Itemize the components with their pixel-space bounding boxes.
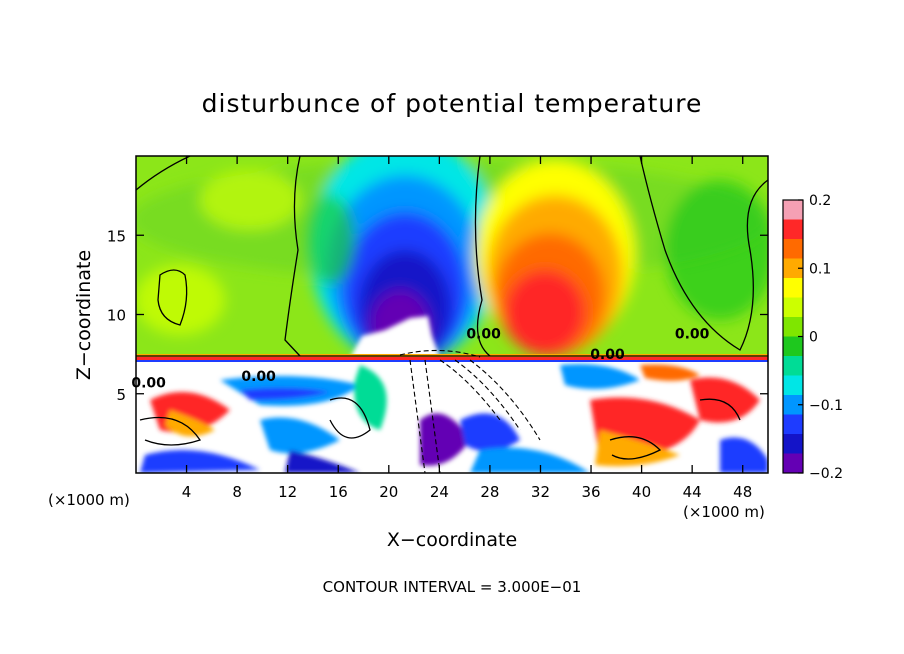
colorbar-segment (783, 375, 803, 396)
colorbar: 0.2 0.1 0 −0.1 −0.2 (782, 193, 843, 482)
x-tick-label: 20 (379, 483, 398, 501)
zero-contour-island (157, 269, 188, 326)
contour-interval-note: CONTOUR INTERVAL = 3.000E−01 (323, 578, 582, 596)
colorbar-segment (783, 297, 803, 318)
interface-band (136, 357, 768, 360)
dashed-contour-c (439, 359, 501, 421)
colorbar-segment (783, 200, 803, 220)
dashed-contour-d (454, 359, 521, 431)
colorbar-segment (783, 434, 803, 454)
zero-contour-left (284, 156, 301, 357)
colorbar-segment (783, 356, 803, 376)
dashed-contour-a (409, 359, 426, 473)
x-tick-label: 48 (733, 483, 752, 501)
colorbar-segment (783, 414, 803, 435)
x-tick-label: 36 (581, 483, 600, 501)
x-tick-label: 28 (480, 483, 499, 501)
y-axis: 5 10 15 (107, 227, 768, 404)
zero-contour-mid (474, 156, 491, 357)
y-tick-label: 5 (116, 386, 126, 404)
colorbar-tick-label: 0 (809, 330, 818, 346)
lower-contour-d (699, 398, 741, 421)
colorbar-tick-label: 0.1 (809, 261, 831, 277)
colorbar-segment (783, 219, 803, 240)
dashed-contour-b (424, 359, 441, 473)
x-unit-right: (×1000 m) (683, 503, 765, 521)
plot-area (136, 156, 768, 473)
y-tick-label: 10 (107, 307, 126, 325)
x-tick-label: 16 (329, 483, 348, 501)
x-tick-label: 8 (232, 483, 242, 501)
x-tick-label: 4 (182, 483, 192, 501)
colorbar-segment (783, 317, 803, 337)
colorbar-tick-label: −0.1 (809, 398, 843, 414)
lower-contour-b (329, 397, 371, 439)
colorbar-tick-label: −0.2 (809, 466, 843, 482)
x-tick-label: 44 (683, 483, 702, 501)
colorbar-segment (783, 239, 803, 259)
contour-label: 0.00 (241, 369, 276, 385)
upper-saturated-patch (350, 316, 440, 358)
dashed-contours (399, 349, 541, 473)
zero-contour-top-left (136, 156, 191, 191)
colorbar-segment (783, 278, 803, 298)
colorbar-tick-label: 0.2 (809, 193, 831, 209)
y-axis-label: Z−coordinate (73, 250, 95, 380)
contour-labels: 0.00 0.00 0.00 0.00 0.00 (131, 326, 709, 391)
chart-title: disturbunce of potential temperature (202, 89, 703, 118)
x-tick-label: 40 (632, 483, 651, 501)
x-axis-label: X−coordinate (387, 529, 517, 551)
lower-contour-a (139, 416, 202, 446)
lower-anomalies (140, 364, 768, 473)
colorbar-segment (783, 395, 803, 415)
colorbar-segment (783, 453, 803, 474)
interface-band-low (136, 360, 768, 362)
lower-contour-c (609, 436, 662, 460)
y-tick-label: 15 (107, 227, 126, 245)
contour-label: 0.00 (466, 326, 501, 342)
x-tick-label: 12 (278, 483, 297, 501)
colorbar-segment (783, 258, 803, 279)
x-tick-label: 24 (430, 483, 449, 501)
zero-contour-right (639, 156, 768, 351)
colorbar-segment (783, 336, 803, 357)
dashed-contour-e (469, 359, 541, 441)
contour-label: 0.00 (131, 375, 166, 391)
x-axis: 4 8 12 16 20 24 28 32 36 40 44 48 (182, 156, 752, 501)
x-unit-left: (×1000 m) (48, 491, 130, 509)
contour-label: 0.00 (675, 326, 710, 342)
contour-lines (136, 156, 768, 460)
contour-label: 0.00 (590, 347, 625, 363)
x-tick-label: 32 (531, 483, 550, 501)
dashed-contour-f (399, 349, 481, 358)
